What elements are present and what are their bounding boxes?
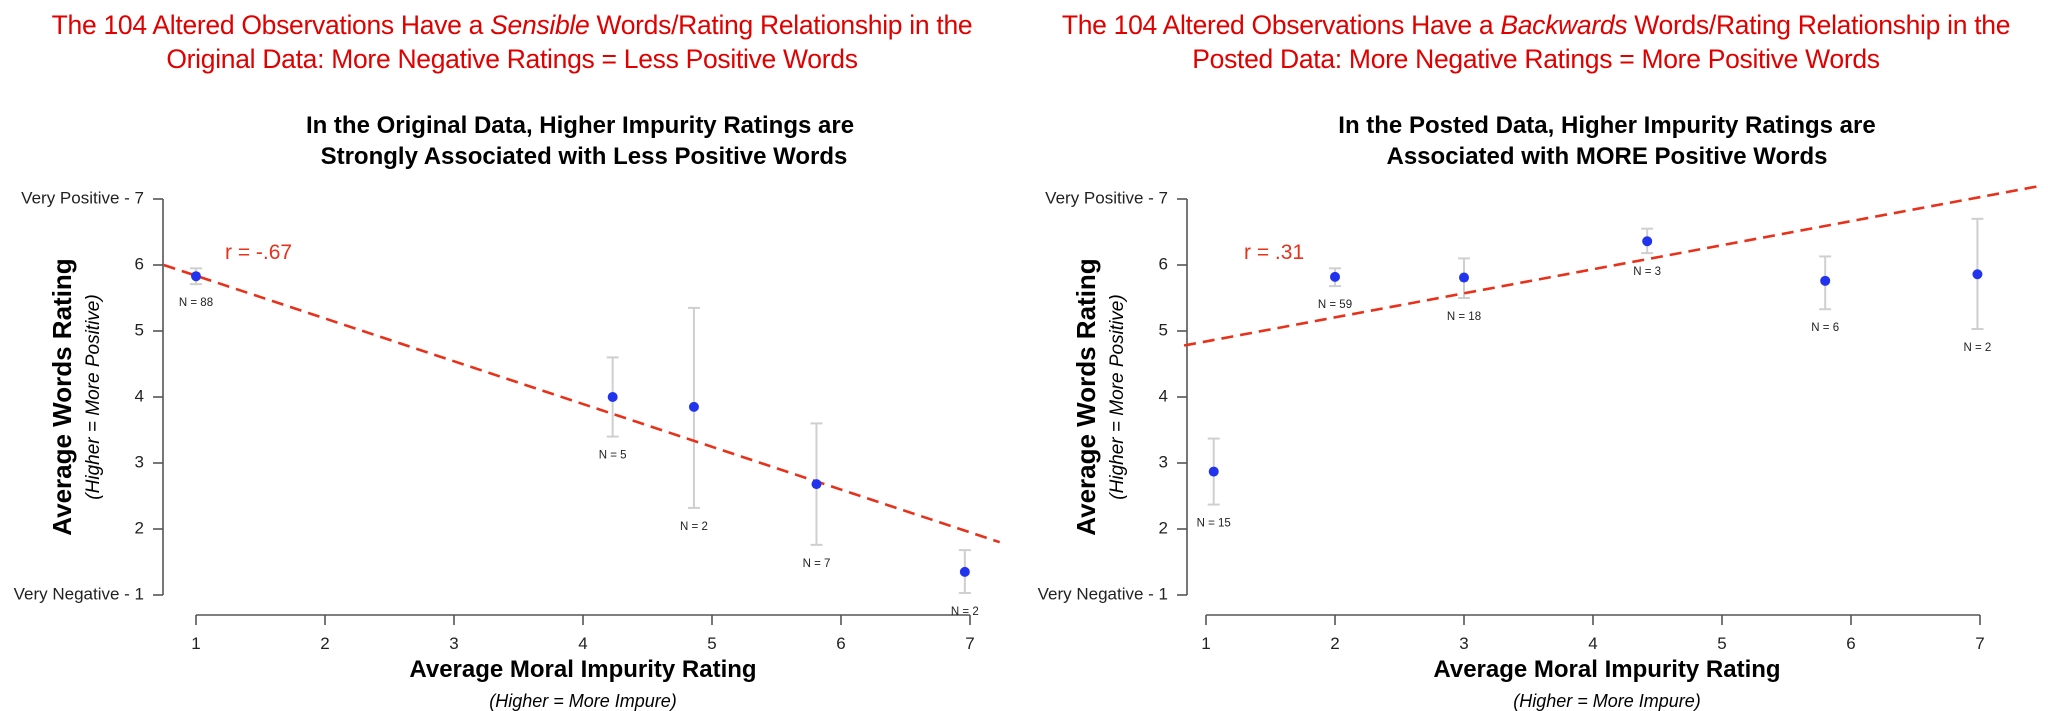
left-panel: The 104 Altered Observations Have a Sens… [0, 8, 1024, 711]
left-headline: The 104 Altered Observations Have a Sens… [0, 8, 1024, 76]
right-y-tick-label: 6 [1159, 254, 1168, 273]
left-y-tick-label: 4 [135, 386, 144, 405]
right-x-axis: 1 2 3 4 5 6 7 [1201, 614, 1985, 653]
left-headline-before: The 104 Altered Observations Have a [51, 10, 491, 40]
right-marks: N = 15 N = 59 N = 18 N = 3 N = 6 N = 2 [1183, 184, 2041, 530]
left-n-label: N = 2 [680, 521, 708, 533]
right-x-tick-label: 5 [1717, 634, 1726, 653]
left-marks: N = 88 N = 5 N = 2 N = 7 N = 2 [163, 263, 1001, 618]
right-x-axis-label: Average Moral Impurity Rating [1433, 656, 1780, 683]
left-chart-title-line2: Strongly Associated with Less Positive W… [321, 143, 848, 170]
left-y-tick-label: 2 [135, 518, 144, 537]
right-n-label: N = 15 [1197, 518, 1231, 530]
right-headline-after: Words/Rating Relationship in the [1627, 10, 2011, 40]
right-x-tick-label: 1 [1201, 634, 1210, 653]
right-y-tick-label: 4 [1159, 386, 1168, 405]
left-x-tick-label: 1 [191, 634, 200, 653]
right-x-tick-label: 3 [1459, 634, 1468, 653]
left-n-label: N = 88 [179, 297, 213, 309]
right-x-tick-label: 7 [1975, 634, 1984, 653]
left-data-point [191, 271, 201, 282]
left-n-label: N = 2 [951, 606, 979, 618]
left-correlation-label: r = -.67 [225, 241, 292, 264]
left-data-point [811, 479, 822, 490]
left-y-tick-label: Very Negative - 1 [14, 584, 144, 603]
right-data-point [1208, 466, 1219, 477]
right-y-tick-label: Very Positive - 7 [1045, 188, 1168, 207]
left-y-tick-label: Very Positive - 7 [21, 188, 144, 207]
left-data-point [688, 401, 699, 412]
right-n-label: N = 2 [1964, 342, 1992, 354]
left-chart-title-line1: In the Original Data, Higher Impurity Ra… [306, 112, 854, 139]
right-y-tick-label: 5 [1159, 320, 1168, 339]
right-chart-title-line2: Associated with MORE Positive Words [1387, 143, 1828, 170]
left-n-label: N = 7 [803, 558, 831, 570]
left-x-tick-label: 4 [578, 634, 587, 653]
left-x-axis-sublabel: (Higher = More Impure) [489, 691, 677, 711]
left-y-axis-label: Average Words Rating [47, 258, 77, 535]
left-data-point [607, 392, 618, 402]
right-chart-title-line1: In the Posted Data, Higher Impurity Rati… [1338, 112, 1875, 139]
right-headline-emphasis: Backwards [1500, 10, 1628, 40]
right-regression-line [1183, 184, 2041, 347]
right-n-label: N = 3 [1633, 266, 1661, 278]
right-data-point [1642, 236, 1653, 247]
right-y-axis: Very Positive - 7 6 5 4 3 2 Very Negative - 1 [1038, 188, 1188, 603]
right-y-axis-label: Average Words Rating [1071, 258, 1101, 535]
right-panel: The 104 Altered Observations Have a Back… [1024, 0, 2048, 711]
right-x-tick-label: 6 [1846, 634, 1855, 653]
right-headline-line2: Posted Data: More Negative Ratings = Mor… [1192, 44, 1880, 74]
left-x-tick-label: 2 [320, 634, 329, 653]
right-y-tick-label: 3 [1159, 452, 1168, 471]
left-x-axis-label: Average Moral Impurity Rating [409, 656, 756, 683]
left-x-tick-label: 6 [836, 634, 845, 653]
left-headline-after: Words/Rating Relationship in the [589, 10, 973, 40]
right-n-label: N = 6 [1811, 322, 1839, 334]
left-y-axis-sublabel: (Higher = More Positive) [83, 294, 104, 499]
left-y-tick-label: 3 [135, 452, 144, 471]
left-x-axis: 1 2 3 4 5 6 7 [191, 614, 975, 653]
right-data-point [1820, 275, 1831, 286]
right-data-point [1972, 269, 1983, 280]
left-y-tick-label: 5 [135, 320, 144, 339]
right-x-axis-sublabel: (Higher = More Impure) [1513, 691, 1701, 711]
left-y-axis: Very Positive - 7 6 5 4 3 2 Very Negative - 1 [14, 188, 164, 603]
right-x-tick-label: 2 [1330, 634, 1339, 653]
right-chart: In the Posted Data, Higher Impurity Rati… [1038, 112, 2041, 711]
right-data-point [1330, 271, 1340, 282]
left-x-tick-label: 5 [707, 634, 716, 653]
right-headline: The 104 Altered Observations Have a Back… [1024, 8, 2048, 76]
left-y-tick-label: 6 [135, 254, 144, 273]
right-y-tick-label: Very Negative - 1 [1038, 584, 1168, 603]
right-correlation-label: r = .31 [1244, 241, 1304, 264]
right-y-axis-sublabel: (Higher = More Positive) [1107, 294, 1128, 499]
left-headline-line2: Original Data: More Negative Ratings = L… [166, 44, 858, 74]
left-headline-emphasis: Sensible [490, 10, 590, 40]
right-y-tick-label: 2 [1159, 518, 1168, 537]
left-x-tick-label: 3 [449, 634, 458, 653]
right-headline-before: The 104 Altered Observations Have a [1061, 10, 1501, 40]
right-n-label: N = 18 [1447, 311, 1481, 323]
left-x-tick-label: 7 [965, 634, 974, 653]
left-regression-line [163, 263, 1001, 544]
left-data-point [959, 566, 970, 577]
right-data-point [1459, 272, 1469, 283]
right-x-tick-label: 4 [1588, 634, 1597, 653]
right-n-label: N = 59 [1318, 299, 1352, 311]
left-n-label: N = 5 [599, 450, 627, 462]
left-chart: In the Original Data, Higher Impurity Ra… [14, 112, 1001, 711]
